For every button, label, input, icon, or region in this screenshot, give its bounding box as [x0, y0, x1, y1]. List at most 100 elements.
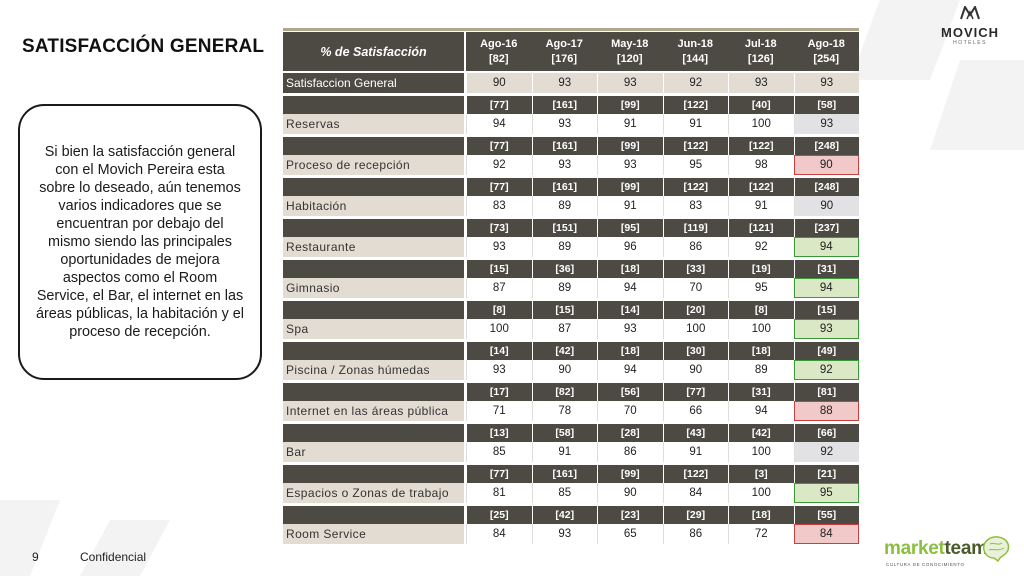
sample-size-row: [73] [151] [95] [119] [121] [237] — [283, 219, 859, 237]
sample-size-cell: [8] — [466, 301, 532, 319]
row-label-spacer — [283, 178, 464, 196]
value-cell: 70 — [662, 278, 728, 298]
sample-size-cell: [81] — [793, 383, 859, 401]
sample-size-cell: [17] — [466, 383, 532, 401]
value-cell: 91 — [662, 114, 728, 134]
page-number: 9 — [32, 550, 39, 564]
sample-size-cell: [248] — [793, 137, 859, 155]
value-cell: 94 — [728, 401, 794, 421]
column-period: Jul-18 — [744, 37, 777, 50]
sample-size-cell: [20] — [662, 301, 728, 319]
value-cell: 93 — [793, 114, 859, 134]
value-cell: 93 — [793, 319, 859, 339]
overall-value: 93 — [728, 73, 794, 93]
marketteam-wordmark: marketteam — [884, 538, 988, 560]
value-cell: 81 — [466, 483, 532, 503]
sample-size-row: [77] [161] [99] [122] [122] [248] — [283, 137, 859, 155]
value-cell: 94 — [597, 360, 663, 380]
value-cell: 94 — [597, 278, 663, 298]
sample-size-cell: [33] — [662, 260, 728, 278]
sample-size-row: [77] [161] [99] [122] [40] [58] — [283, 96, 859, 114]
sample-size-cell: [29] — [662, 506, 728, 524]
value-cell: 78 — [531, 401, 597, 421]
column-period: Ago-16 — [480, 37, 518, 50]
value-cell: 95 — [728, 278, 794, 298]
sample-size-cell: [42] — [531, 506, 597, 524]
sample-size-cell: [95] — [597, 219, 663, 237]
sample-size-cell: [248] — [793, 178, 859, 196]
value-row: Restaurante 93 89 96 86 92 94 — [283, 237, 859, 257]
column-sample-size: [120] — [616, 52, 643, 65]
sample-size-cell: [99] — [597, 178, 663, 196]
overall-label: Satisfaccion General — [283, 73, 464, 93]
value-cell: 70 — [597, 401, 663, 421]
column-sample-size: [254] — [813, 52, 840, 65]
sample-size-cell: [73] — [466, 219, 532, 237]
column-period: Ago-17 — [545, 37, 583, 50]
value-cell: 90 — [662, 360, 728, 380]
value-cell: 90 — [793, 155, 859, 175]
column-sample-size: [82] — [488, 52, 509, 65]
table-row-group: [77] [161] [99] [122] [122] [248] Habitación 83… — [283, 178, 859, 216]
summary-callout: Si bien la satisfacción general con el M… — [18, 104, 262, 380]
value-row: Gimnasio 87 89 94 70 95 94 — [283, 278, 859, 298]
value-cell: 93 — [466, 237, 532, 257]
sample-size-cell: [15] — [531, 301, 597, 319]
column-sample-size: [176] — [551, 52, 578, 65]
overall-value: 93 — [793, 73, 859, 93]
value-cell: 91 — [597, 114, 663, 134]
movich-logo-icon — [960, 4, 980, 20]
brand-part2: team — [944, 538, 988, 559]
sample-size-cell: [13] — [466, 424, 532, 442]
sample-size-cell: [25] — [466, 506, 532, 524]
value-cell: 98 — [728, 155, 794, 175]
value-cell: 100 — [466, 319, 532, 339]
value-cell: 83 — [662, 196, 728, 216]
row-label: Reservas — [283, 114, 464, 134]
overall-value: 92 — [662, 73, 728, 93]
sample-size-cell: [18] — [728, 506, 794, 524]
value-cell: 100 — [662, 319, 728, 339]
value-cell: 84 — [662, 483, 728, 503]
sample-size-cell: [66] — [793, 424, 859, 442]
value-cell: 100 — [728, 442, 794, 462]
row-label: Habitación — [283, 196, 464, 216]
sample-size-cell: [18] — [597, 260, 663, 278]
sample-size-cell: [122] — [662, 137, 728, 155]
sample-size-cell: [31] — [728, 383, 794, 401]
sample-size-cell: [30] — [662, 342, 728, 360]
value-cell: 86 — [597, 442, 663, 462]
logo-subtitle: HOTELES — [953, 40, 987, 46]
sample-size-cell: [15] — [793, 301, 859, 319]
value-cell: 91 — [531, 442, 597, 462]
overall-row: Satisfaccion General 90 93 93 92 93 93 — [283, 73, 859, 93]
value-cell: 87 — [531, 319, 597, 339]
sample-size-cell: [21] — [793, 465, 859, 483]
column-period: Jun-18 — [677, 37, 713, 50]
value-row: Piscina / Zonas húmedas 93 90 94 90 89 92 — [283, 360, 859, 380]
sample-size-cell: [8] — [728, 301, 794, 319]
row-label-spacer — [283, 506, 464, 524]
row-label: Piscina / Zonas húmedas — [283, 360, 464, 380]
sample-size-cell: [99] — [597, 137, 663, 155]
sample-size-cell: [99] — [597, 465, 663, 483]
value-cell: 96 — [597, 237, 663, 257]
value-row: Internet en las áreas pública 71 78 70 66 94 8… — [283, 401, 859, 421]
sample-size-cell: [31] — [793, 260, 859, 278]
value-cell: 66 — [662, 401, 728, 421]
sample-size-cell: [49] — [793, 342, 859, 360]
row-label-spacer — [283, 383, 464, 401]
sample-size-cell: [36] — [531, 260, 597, 278]
value-row: Room Service 84 93 65 86 72 84 — [283, 524, 859, 544]
value-cell: 92 — [793, 442, 859, 462]
sample-size-row: [77] [161] [99] [122] [122] [248] — [283, 178, 859, 196]
sample-size-cell: [77] — [466, 178, 532, 196]
sample-size-cell: [151] — [531, 219, 597, 237]
row-label: Proceso de recepción — [283, 155, 464, 175]
value-cell: 100 — [728, 114, 794, 134]
table-row-group: [25] [42] [23] [29] [18] [55] Room Service 84 93… — [283, 506, 859, 544]
sample-size-cell: [15] — [466, 260, 532, 278]
confidential-label: Confidencial — [80, 550, 147, 564]
sample-size-cell: [3] — [728, 465, 794, 483]
value-cell: 100 — [728, 319, 794, 339]
